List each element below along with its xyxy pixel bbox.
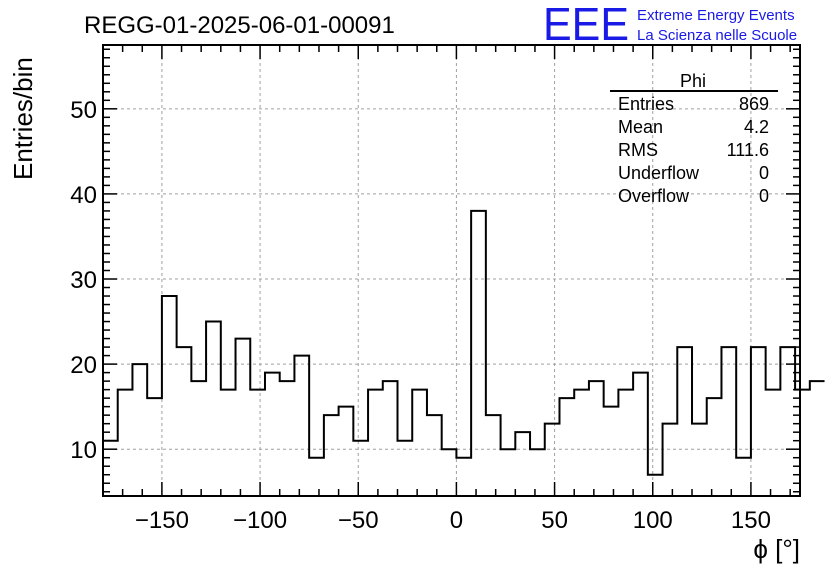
histogram-outline — [103, 209, 825, 476]
x-tick-label: −100 — [233, 507, 287, 534]
chart-title: REGG-01-2025-06-01-00091 — [84, 12, 395, 39]
x-axis-title: ϕ [°] — [753, 534, 800, 564]
y-axis-title: Entries/bin — [8, 57, 38, 180]
stats-value-overflow: 0 — [759, 186, 769, 206]
stats-value-underflow: 0 — [759, 163, 769, 183]
plot-frame — [102, 44, 801, 497]
stats-value-mean: 4.2 — [744, 117, 769, 137]
y-tick-label: 30 — [70, 267, 97, 294]
logo-line2: La Scienza nelle Scuole — [637, 27, 797, 44]
y-tick-label: 20 — [70, 352, 97, 379]
eee-logo: EEE Extreme Energy Events La Scienza nel… — [543, 0, 797, 50]
stats-value-rms: 111.6 — [727, 140, 769, 160]
x-tick-label: 50 — [541, 507, 568, 534]
y-tick-label: 50 — [70, 97, 97, 124]
x-tick-label: 0 — [450, 507, 463, 534]
x-tick-labels: −150 −100 −50 0 50 100 150 — [135, 507, 771, 534]
x-tick-label: −50 — [338, 507, 379, 534]
logo-mark: EEE — [543, 0, 629, 50]
stats-label-overflow: Overflow — [618, 186, 690, 206]
y-tick-labels: 10 20 30 40 50 — [70, 97, 97, 464]
y-tick-label: 40 — [70, 182, 97, 209]
stats-name: Phi — [680, 71, 706, 91]
logo-line1: Extreme Energy Events — [637, 7, 795, 24]
x-tick-label: 150 — [731, 507, 771, 534]
stats-value-entries: 869 — [739, 94, 769, 114]
stats-box: Phi Entries 869 Mean 4.2 RMS 111.6 Under… — [610, 71, 778, 206]
grid — [103, 45, 800, 496]
stats-label-underflow: Underflow — [618, 163, 700, 183]
stats-label-rms: RMS — [618, 140, 658, 160]
stats-label-entries: Entries — [618, 94, 674, 114]
x-tick-label: −150 — [135, 507, 189, 534]
y-tick-label: 10 — [70, 437, 97, 464]
stats-label-mean: Mean — [618, 117, 663, 137]
axis-ticks — [102, 45, 800, 496]
x-tick-label: 100 — [633, 507, 673, 534]
